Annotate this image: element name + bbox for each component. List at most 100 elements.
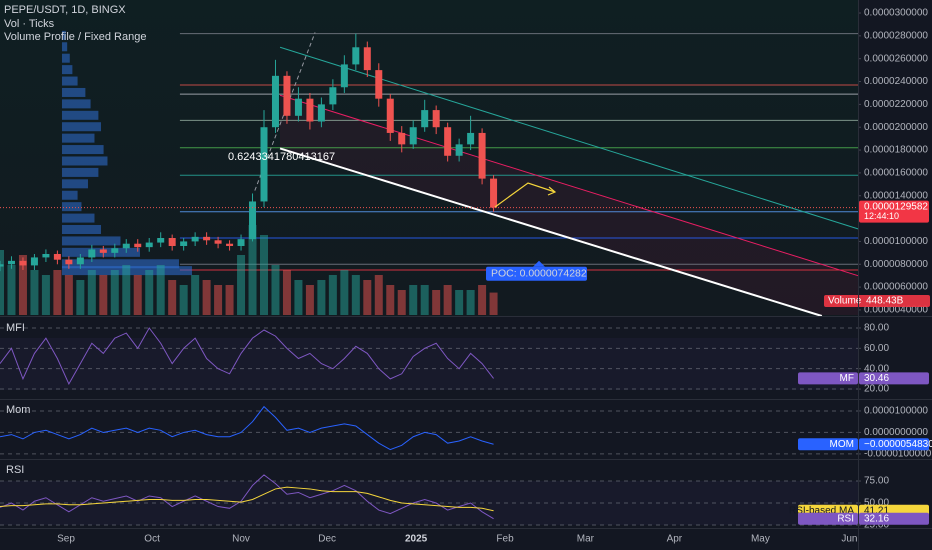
volume-bar [351, 275, 360, 315]
candle-body [260, 127, 268, 202]
candle-body [122, 243, 130, 249]
indicator-line [0, 327, 494, 386]
volume-bar [420, 285, 429, 315]
candle-body [180, 241, 188, 246]
volume-bar [294, 280, 303, 315]
candle-body [19, 260, 27, 266]
candle-body [42, 253, 50, 258]
badge-value: 41.21 [864, 505, 889, 516]
volume-bar [87, 270, 96, 315]
x-tick-label: 2025 [405, 534, 428, 545]
volume-bar [53, 270, 62, 315]
projection-arrow [494, 182, 556, 208]
volume-bar [225, 285, 234, 315]
poc-label: POC: 0.0000074282 [491, 268, 587, 280]
badge-value-box [859, 372, 929, 385]
volume-name: Volume [828, 296, 862, 307]
volume-bar [18, 255, 27, 315]
volume-bar [328, 275, 337, 315]
volume-bar [432, 290, 441, 315]
x-tick-label: May [751, 534, 770, 545]
y-tick-label: 0.0000100000 [864, 406, 928, 417]
y-tick-label: 60.00 [864, 343, 889, 354]
candle-body [421, 110, 429, 128]
badge-name-box [798, 438, 858, 451]
volume-bar [41, 275, 50, 315]
volume-bar [191, 275, 200, 315]
candle-body [249, 201, 257, 240]
profile-bar [61, 122, 101, 132]
candle-body [283, 75, 291, 116]
candle-body [7, 260, 15, 265]
price-badge [859, 200, 929, 223]
candle-body [88, 249, 96, 258]
badge-name-box [798, 512, 858, 525]
badge-value: 30.46 [864, 373, 889, 384]
volume-bar [122, 265, 131, 315]
candle-body [53, 253, 61, 260]
profile-bar [61, 190, 78, 200]
candle-body [306, 98, 314, 122]
candle-body [226, 243, 234, 246]
trend-line [279, 94, 859, 277]
x-tick-label: Sep [57, 534, 75, 545]
candle-body [214, 240, 222, 244]
badge-name: MF [840, 373, 854, 384]
poc-pointer [533, 260, 545, 267]
y-tick-label: 20.00 [864, 384, 889, 395]
candle-body [398, 132, 406, 145]
y-tick-label: 0.0000160000 [864, 168, 928, 179]
trend-line [279, 147, 823, 317]
volume-bar [168, 280, 177, 315]
candle-body [467, 132, 475, 145]
y-tick-label: 0.0000260000 [864, 53, 928, 64]
y-tick-label: 75.00 [864, 476, 889, 487]
candle-body [30, 257, 38, 266]
volume-bar [478, 285, 487, 315]
candle-body [329, 87, 337, 105]
candle-body [375, 70, 383, 99]
x-tick-label: Oct [144, 534, 160, 545]
panel-title: Mom [6, 404, 30, 416]
x-tick-label: Apr [667, 534, 683, 545]
profile-indicator: Volume Profile / Fixed Range [4, 31, 146, 43]
poc-badge [486, 266, 587, 281]
x-tick-label: Nov [232, 534, 250, 545]
profile-bar [61, 42, 68, 52]
profile-bar [61, 30, 66, 40]
panel-title: RSI [6, 464, 24, 476]
y-tick-label: 40.00 [864, 363, 889, 374]
x-tick-label: Feb [496, 534, 514, 545]
candle-body [294, 98, 302, 116]
volume-bar [317, 280, 326, 315]
y-tick-label: 50.00 [864, 498, 889, 509]
candle-body [271, 75, 279, 128]
profile-bar [61, 179, 88, 189]
candle-body [386, 98, 394, 133]
volume-bar [7, 265, 16, 315]
profile-bar [61, 110, 99, 120]
volume-bar [156, 265, 165, 315]
candle-body [455, 144, 463, 156]
profile-bar [61, 213, 95, 223]
badge-name-box [798, 372, 858, 385]
volume-indicator: Vol · Ticks [4, 18, 55, 30]
volume-bar [237, 255, 246, 315]
volume-bar [145, 270, 154, 315]
candle-body [363, 47, 371, 71]
badge-value: 32.16 [864, 513, 889, 524]
profile-bar [61, 65, 73, 75]
volume-bar [386, 285, 395, 315]
profile-bar [61, 145, 104, 155]
candle-body [0, 264, 4, 267]
x-tick-label: Mar [577, 534, 595, 545]
y-tick-label: 0.0000060000 [864, 282, 928, 293]
profile-bar [61, 225, 101, 235]
y-tick-label: 0.0000000000 [864, 427, 928, 438]
badge-name: RSI [837, 513, 854, 524]
badge-value-box [859, 438, 929, 451]
candle-body [409, 127, 417, 145]
y-tick-label: 0.0000180000 [864, 145, 928, 156]
profile-bar [61, 167, 99, 177]
